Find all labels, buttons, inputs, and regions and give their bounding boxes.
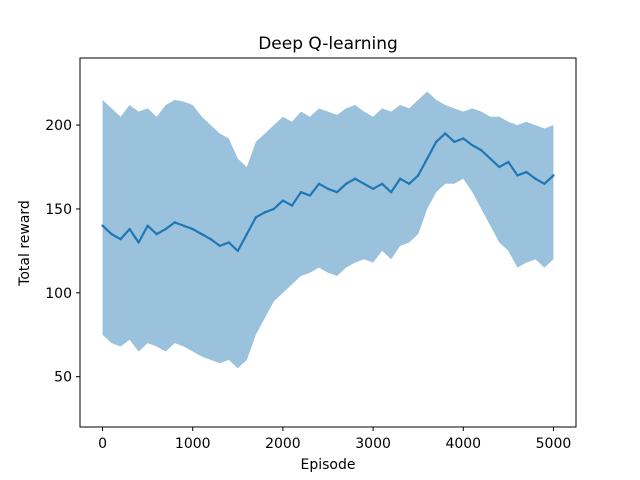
- series-0-point: [317, 182, 321, 185]
- series-0-point: [516, 174, 519, 177]
- series-0-point: [389, 190, 393, 194]
- series-0-point: [281, 199, 285, 202]
- series-0-point: [146, 224, 149, 227]
- series-0-point: [218, 244, 221, 248]
- x-tick-label: 0: [98, 436, 107, 452]
- series-0-point: [398, 177, 402, 180]
- x-axis-label: Episode: [301, 457, 356, 473]
- series-0-point: [435, 140, 438, 144]
- series-0-point: [480, 149, 483, 152]
- series-0-point: [101, 224, 104, 227]
- series-0-point: [534, 177, 537, 180]
- plot-frame: [79, 57, 577, 428]
- series-0-point: [471, 144, 474, 147]
- series-0-point: [182, 224, 185, 227]
- series-0-point: [272, 207, 276, 211]
- series-0-point: [155, 232, 158, 236]
- series-0-point: [407, 182, 411, 185]
- series-line-layer: [101, 132, 555, 253]
- series-0-point: [462, 137, 465, 140]
- series-0-point: [290, 204, 294, 207]
- series-0-point: [245, 232, 249, 236]
- series-0-point: [444, 132, 447, 135]
- series-0-point: [200, 232, 203, 236]
- series-0-point: [507, 160, 510, 164]
- series-0-confidence-band: [102, 91, 554, 369]
- series-0-point: [119, 237, 122, 241]
- x-tick-label: 3000: [355, 436, 391, 452]
- y-tick-label: 100: [45, 286, 72, 302]
- series-0-point: [344, 182, 348, 185]
- series-0-point: [489, 157, 492, 160]
- series-0-point: [426, 157, 429, 160]
- series-0-point: [543, 182, 546, 185]
- series-0-point: [326, 187, 330, 191]
- chart-title: Deep Q-learning: [258, 34, 398, 54]
- series-0-point: [191, 227, 194, 231]
- series-0-point: [164, 227, 167, 231]
- series-0-point: [308, 194, 312, 197]
- series-0-point: [371, 187, 375, 191]
- series-0-point: [299, 190, 303, 194]
- series-0-point: [362, 182, 366, 185]
- series-0-point: [173, 221, 176, 224]
- series-0-point: [227, 241, 230, 244]
- series-0-point: [263, 211, 267, 214]
- series-0-point: [380, 182, 384, 185]
- x-tick-label: 4000: [445, 436, 481, 452]
- y-tick-label: 50: [54, 370, 72, 386]
- series-0-point: [137, 241, 140, 244]
- x-axis: 0 1000 2000 3000 4000 5000: [98, 427, 571, 452]
- y-tick-label: 200: [45, 118, 72, 134]
- series-0-point: [552, 174, 555, 177]
- series-0-point: [128, 227, 131, 231]
- x-tick-label: 5000: [536, 436, 572, 452]
- y-tick-label: 150: [45, 202, 72, 218]
- series-0-point: [254, 216, 258, 219]
- series-0-point: [110, 232, 113, 236]
- x-tick-label: 2000: [265, 436, 301, 452]
- series-0-point: [335, 190, 339, 194]
- confidence-band-layer: [102, 91, 554, 369]
- series-0-point: [498, 165, 501, 169]
- series-0-point: [453, 140, 456, 144]
- series-0-point: [525, 170, 528, 174]
- series-0-point: [236, 249, 240, 253]
- y-axis-label: Total reward: [17, 200, 33, 287]
- series-0-point: [353, 177, 357, 180]
- x-tick-label: 1000: [175, 436, 211, 452]
- y-axis: 50 100 150 200: [45, 118, 80, 386]
- series-0-point: [416, 174, 420, 177]
- series-0-point: [209, 237, 212, 241]
